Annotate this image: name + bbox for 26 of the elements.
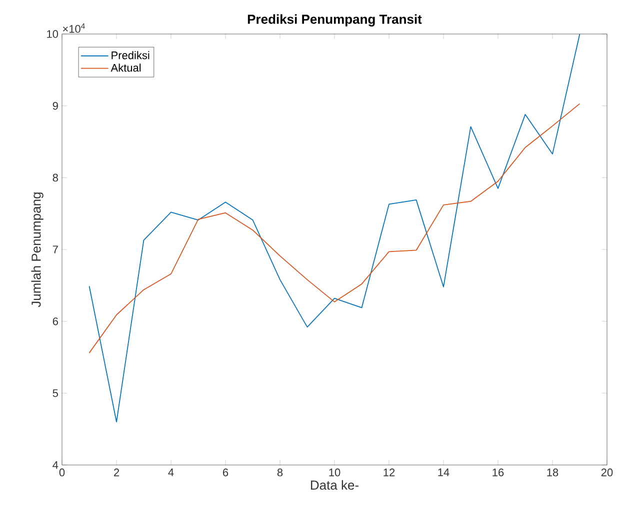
x-tick-label: 4 [168,468,174,476]
legend-label: Aktual [110,64,141,72]
x-tick-label: 20 [601,468,613,476]
x-tick-label: 12 [384,468,395,476]
y-tick-label: 5 [52,389,58,397]
x-tick-label: 0 [59,468,65,476]
y-tick-label: 8 [52,174,58,182]
x-tick-label: 6 [223,468,228,476]
x-tick-label: 10 [329,468,340,476]
x-tick-label: 14 [438,468,450,476]
chart-title: Prediksi Penumpang Transit [248,14,422,26]
y-axis-title: Jumlah Penumpang [31,192,44,308]
x-tick-label: 18 [547,468,558,476]
text: ×10$^{4}$ [62,23,85,33]
line-series [88,103,580,354]
x-axis-title: Data ke- [311,480,358,490]
y-tick-label: 6 [52,317,58,326]
y-tick-label: 10 [47,30,58,38]
y-tick-label: 4 [52,461,58,469]
y-tick-label: 7 [52,246,58,254]
line-series [88,34,580,422]
legend-label: Prediksi [112,51,150,60]
x-tick-label: 16 [492,468,504,476]
x-tick-label: 8 [277,468,283,476]
x-tick-label: 2 [114,468,120,476]
y-tick-label: 9 [52,102,58,110]
